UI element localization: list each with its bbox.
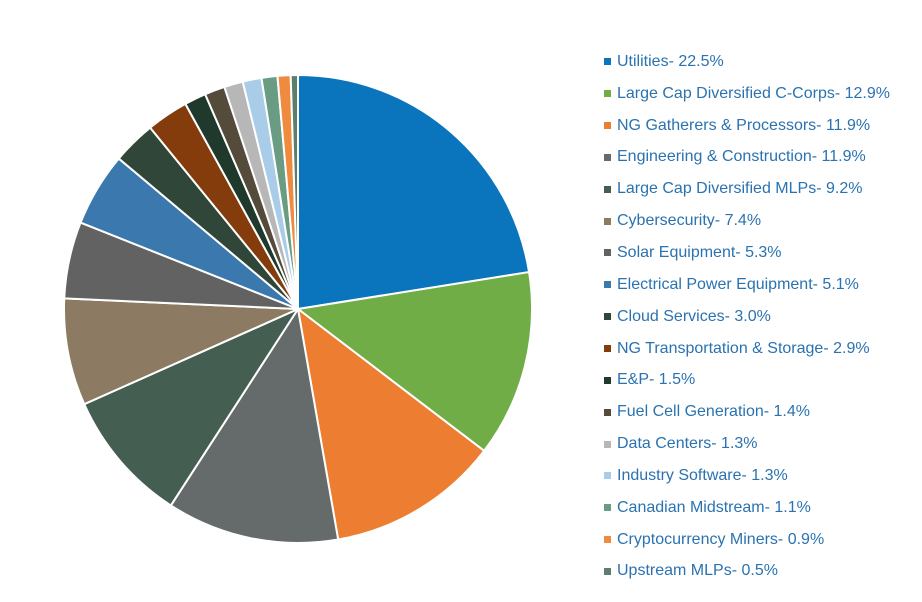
legend-swatch-15 — [604, 536, 611, 544]
legend-swatch-5 — [604, 217, 611, 225]
legend-item-12: Data Centers- 1.3% — [604, 428, 890, 460]
legend-swatch-0 — [604, 58, 611, 66]
legend-item-9: NG Transportation & Storage- 2.9% — [604, 333, 890, 365]
legend-label-8: Cloud Services- 3.0% — [617, 307, 771, 325]
legend-swatch-11 — [604, 408, 611, 416]
legend-item-14: Canadian Midstream- 1.1% — [604, 492, 890, 524]
pie-slice-4 — [83, 308, 299, 507]
legend-item-11: Fuel Cell Generation- 1.4% — [604, 396, 890, 428]
pie-slice-0 — [297, 74, 531, 310]
legend-item-0: Utilities- 22.5% — [604, 46, 890, 78]
legend-label-1: Large Cap Diversified C-Corps- 12.9% — [617, 84, 890, 102]
legend-item-4: Large Cap Diversified MLPs- 9.2% — [604, 173, 890, 205]
legend-item-15: Cryptocurrency Miners- 0.9% — [604, 524, 890, 556]
legend-swatch-2 — [604, 122, 611, 130]
legend-label-3: Engineering & Construction- 11.9% — [617, 148, 866, 166]
legend-swatch-6 — [604, 249, 611, 257]
legend-item-13: Industry Software- 1.3% — [604, 460, 890, 492]
legend-label-4: Large Cap Diversified MLPs- 9.2% — [617, 180, 863, 198]
legend-label-16: Upstream MLPs- 0.5% — [617, 562, 778, 580]
legend-swatch-8 — [604, 313, 611, 321]
legend-label-12: Data Centers- 1.3% — [617, 435, 758, 453]
legend-swatch-14 — [604, 504, 611, 512]
legend-label-6: Solar Equipment- 5.3% — [617, 243, 782, 261]
legend-item-6: Solar Equipment- 5.3% — [604, 237, 890, 269]
legend-label-15: Cryptocurrency Miners- 0.9% — [617, 530, 825, 548]
legend-item-2: NG Gatherers & Processors- 11.9% — [604, 110, 890, 142]
legend-item-10: E&P- 1.5% — [604, 364, 890, 396]
legend-label-10: E&P- 1.5% — [617, 371, 696, 389]
legend-swatch-3 — [604, 153, 611, 161]
legend-label-9: NG Transportation & Storage- 2.9% — [617, 339, 870, 357]
pie-slice-5 — [63, 297, 299, 406]
legend-label-14: Canadian Midstream- 1.1% — [617, 498, 811, 516]
legend-swatch-13 — [604, 472, 611, 480]
legend-label-13: Industry Software- 1.3% — [617, 466, 788, 484]
pie-slice-2 — [297, 308, 486, 541]
pie-slice-16 — [289, 74, 299, 310]
legend-swatch-7 — [604, 281, 611, 289]
chart-legend: Utilities- 22.5% Large Cap Diversified C-… — [604, 46, 890, 587]
legend-item-3: Engineering & Construction- 11.9% — [604, 142, 890, 174]
legend-item-8: Cloud Services- 3.0% — [604, 301, 890, 333]
legend-swatch-1 — [604, 90, 611, 98]
legend-swatch-9 — [604, 345, 611, 353]
legend-item-1: Large Cap Diversified C-Corps- 12.9% — [604, 78, 890, 110]
legend-label-7: Electrical Power Equipment- 5.1% — [617, 275, 859, 293]
legend-label-5: Cybersecurity- 7.4% — [617, 212, 762, 230]
legend-swatch-4 — [604, 185, 611, 193]
legend-item-7: Electrical Power Equipment- 5.1% — [604, 269, 890, 301]
legend-item-16: Upstream MLPs- 0.5% — [604, 556, 890, 588]
legend-label-2: NG Gatherers & Processors- 11.9% — [617, 116, 871, 134]
legend-item-5: Cybersecurity- 7.4% — [604, 205, 890, 237]
legend-label-11: Fuel Cell Generation- 1.4% — [617, 403, 810, 421]
legend-swatch-12 — [604, 440, 611, 448]
legend-swatch-16 — [604, 567, 611, 575]
legend-swatch-10 — [604, 376, 611, 384]
legend-label-0: Utilities- 22.5% — [617, 52, 724, 70]
pie-slice-1 — [297, 271, 534, 452]
pie-slice-3 — [169, 308, 340, 544]
